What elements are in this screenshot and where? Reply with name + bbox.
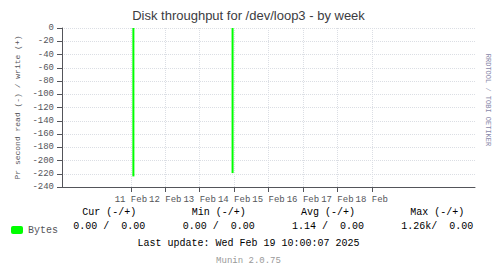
svg-text:Max (-/+): Max (-/+) <box>410 207 464 218</box>
svg-text:11 Feb: 11 Feb <box>115 195 147 205</box>
svg-text:17 Feb: 17 Feb <box>321 195 353 205</box>
svg-text:Pr second read (-) / write (+): Pr second read (-) / write (+) <box>13 35 22 179</box>
svg-text:Min (-/+): Min (-/+) <box>192 207 246 218</box>
svg-text:-20: -20 <box>38 36 54 46</box>
svg-text:RRDTOOL / TOBI OETIKER: RRDTOOL / TOBI OETIKER <box>484 54 492 147</box>
svg-text:0.00 / 0.00: 0.00 / 0.00 <box>183 221 255 232</box>
svg-text:-40: -40 <box>38 50 54 60</box>
svg-text:-80: -80 <box>38 76 54 86</box>
svg-text:-180: -180 <box>32 142 54 152</box>
svg-text:-220: -220 <box>32 169 54 179</box>
svg-text:1.26k/ 0.00: 1.26k/ 0.00 <box>401 221 473 232</box>
svg-text:-100: -100 <box>32 89 54 99</box>
svg-text:Munin 2.0.75: Munin 2.0.75 <box>216 256 281 266</box>
svg-text:16 Feb: 16 Feb <box>287 195 319 205</box>
svg-text:-120: -120 <box>32 103 54 113</box>
svg-text:1.14 / 0.00: 1.14 / 0.00 <box>292 221 364 232</box>
svg-text:15 Feb: 15 Feb <box>252 195 284 205</box>
svg-text:Avg (-/+): Avg (-/+) <box>301 207 355 218</box>
svg-text:-240: -240 <box>32 182 54 192</box>
svg-text:0.00 / 0.00: 0.00 / 0.00 <box>73 221 145 232</box>
svg-text:13 Feb: 13 Feb <box>183 195 215 205</box>
svg-text:Bytes: Bytes <box>28 225 58 236</box>
svg-text:12 Feb: 12 Feb <box>149 195 181 205</box>
svg-text:Last update: Wed Feb 19 10:00:: Last update: Wed Feb 19 10:00:07 2025 <box>137 238 359 249</box>
svg-text:18 Feb: 18 Feb <box>356 195 388 205</box>
svg-text:14 Feb: 14 Feb <box>218 195 250 205</box>
svg-text:-200: -200 <box>32 156 54 166</box>
svg-text:Cur (-/+): Cur (-/+) <box>82 207 136 218</box>
svg-text:0: 0 <box>49 23 54 33</box>
svg-text:-60: -60 <box>38 63 54 73</box>
svg-text:-160: -160 <box>32 129 54 139</box>
svg-text:-140: -140 <box>32 116 54 126</box>
svg-text:Disk throughput for /dev/loop3: Disk throughput for /dev/loop3 - by week <box>132 8 365 23</box>
